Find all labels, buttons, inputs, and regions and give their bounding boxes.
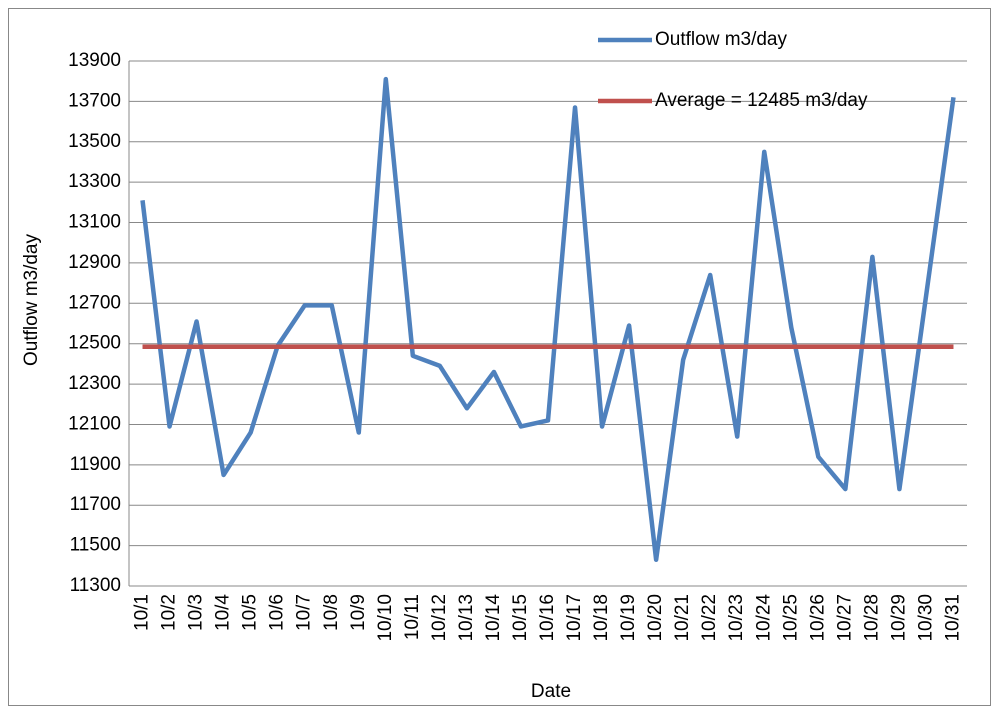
x-tick-label: 10/27 xyxy=(834,594,855,642)
x-tick-label: 10/31 xyxy=(942,594,963,642)
x-tick-label: 10/28 xyxy=(861,594,882,642)
y-tick-label: 12100 xyxy=(68,413,121,434)
x-tick-label: 10/16 xyxy=(537,594,558,642)
x-tick-label: 10/25 xyxy=(780,594,801,642)
y-tick-label: 13300 xyxy=(68,171,121,192)
y-tick-label: 13700 xyxy=(68,90,121,111)
y-tick-label: 11700 xyxy=(70,494,121,515)
y-tick-label: 12900 xyxy=(68,252,121,273)
x-tick-label: 10/17 xyxy=(564,594,585,642)
x-tick-label: 10/10 xyxy=(375,594,396,642)
y-tick-label: 13100 xyxy=(68,212,121,233)
x-tick-label: 10/22 xyxy=(699,594,720,642)
x-tick-label: 10/18 xyxy=(591,594,612,642)
y-tick-label: 11500 xyxy=(70,535,121,556)
x-tick-label: 10/6 xyxy=(267,594,288,631)
x-tick-label: 10/14 xyxy=(483,594,504,642)
x-tick-label: 10/11 xyxy=(402,594,423,640)
x-tick-label: 10/4 xyxy=(213,594,234,631)
x-tick-label: 10/26 xyxy=(807,594,828,642)
y-tick-label: 12500 xyxy=(68,333,121,354)
x-tick-label: 10/23 xyxy=(726,594,747,642)
legend-label: Outflow m3/day xyxy=(655,29,787,50)
x-tick-label: 10/13 xyxy=(456,594,477,642)
x-tick-label: 10/21 xyxy=(672,594,693,642)
x-tick-label: 10/15 xyxy=(510,594,531,642)
y-axis-label: Outflow m3/day xyxy=(21,234,42,366)
x-tick-label: 10/30 xyxy=(915,594,936,642)
y-tick-label: 13900 xyxy=(68,50,121,71)
y-tick-label: 13500 xyxy=(68,131,121,152)
x-tick-label: 10/5 xyxy=(240,594,261,631)
x-tick-label: 10/8 xyxy=(321,594,342,631)
y-tick-label: 11900 xyxy=(70,454,121,475)
x-tick-label: 10/2 xyxy=(159,594,180,631)
x-tick-label: 10/20 xyxy=(645,594,666,642)
legend-label: Average = 12485 m3/day xyxy=(655,90,868,111)
x-tick-label: 10/1 xyxy=(132,594,153,631)
y-tick-label: 12300 xyxy=(68,373,121,394)
x-tick-label: 10/24 xyxy=(753,594,774,642)
x-tick-label: 10/7 xyxy=(294,594,315,631)
x-axis-label: Date xyxy=(531,681,571,702)
x-tick-label: 10/29 xyxy=(888,594,909,642)
y-tick-label: 12700 xyxy=(68,292,121,313)
x-tick-label: 10/3 xyxy=(186,594,207,631)
chart-border xyxy=(8,8,991,706)
y-tick-label: 11300 xyxy=(70,575,121,596)
x-tick-label: 10/12 xyxy=(429,594,450,642)
x-tick-label: 10/19 xyxy=(618,594,639,642)
x-tick-label: 10/9 xyxy=(348,594,369,631)
